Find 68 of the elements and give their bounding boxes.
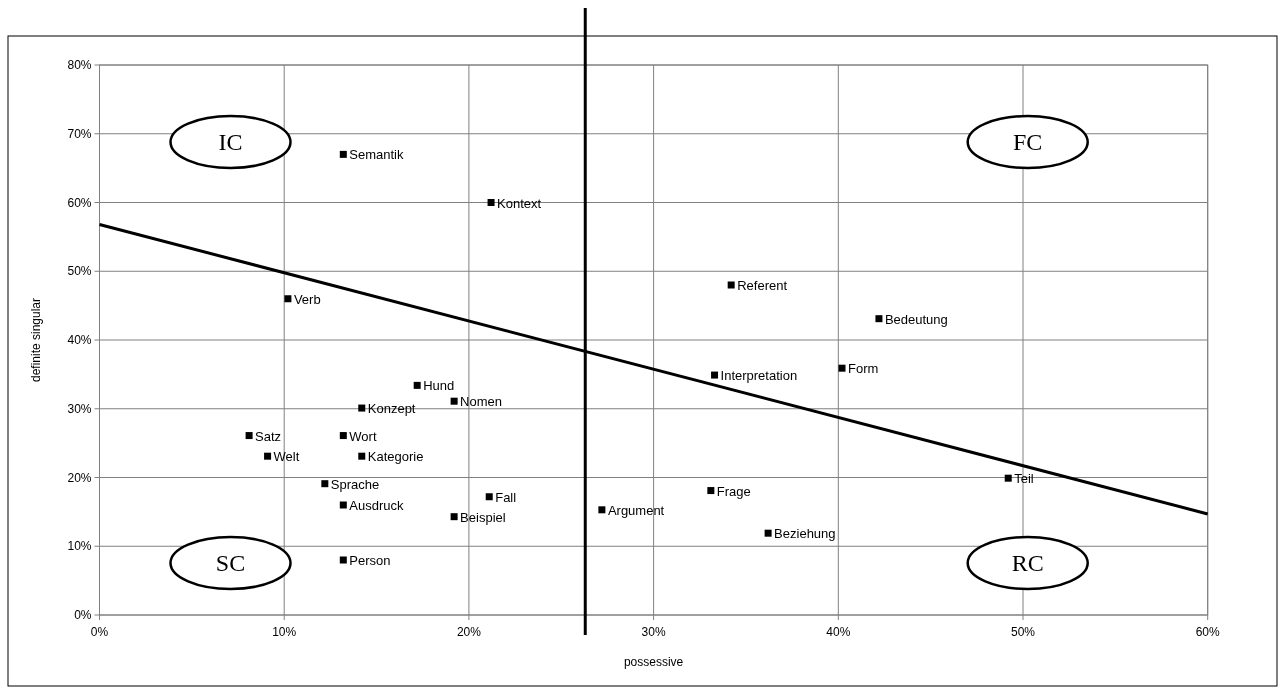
annotation: Hund	[423, 378, 455, 394]
annotation: Beispiel	[460, 509, 506, 525]
point	[598, 506, 606, 514]
annotation: RC	[1011, 550, 1044, 576]
x-tick-label: 10%	[272, 625, 297, 639]
annotation: Beziehung	[774, 526, 836, 542]
annotation: Wort	[349, 428, 377, 444]
annotation: FC	[1013, 129, 1043, 155]
point	[358, 404, 366, 412]
point	[358, 452, 366, 460]
point	[264, 452, 272, 460]
annotation: Sprache	[330, 476, 380, 492]
annotation: Kontext	[497, 195, 542, 211]
annotation: Bedeutung	[884, 311, 948, 327]
annotation: Interpretation	[720, 368, 798, 384]
x-tick-label: 40%	[826, 625, 851, 639]
annotation: Frage	[716, 483, 751, 499]
point	[284, 295, 292, 303]
y-tick-label: 80%	[67, 58, 92, 72]
y-tick-label: 10%	[67, 539, 92, 554]
y-tick-label: 50%	[67, 264, 92, 279]
x-axis-title: possessive	[623, 655, 684, 669]
point	[485, 493, 493, 501]
y-tick-label: 70%	[67, 126, 92, 141]
annotation: Teil	[1014, 471, 1034, 487]
point	[707, 487, 715, 495]
point	[487, 199, 495, 206]
x-tick-label: 30%	[641, 625, 666, 639]
point	[838, 364, 846, 372]
y-tick-label: 40%	[67, 333, 92, 347]
point	[339, 150, 347, 158]
point	[711, 371, 719, 379]
point	[245, 432, 253, 440]
annotation: Fall	[495, 489, 517, 505]
point	[764, 529, 772, 537]
annotation: SC	[215, 550, 246, 576]
annotation: Welt	[273, 449, 300, 465]
point	[1004, 474, 1012, 482]
point	[339, 556, 347, 564]
annotation: Konzept	[367, 401, 416, 417]
y-tick-label: 60%	[67, 195, 92, 210]
annotation: Argument	[607, 502, 665, 518]
annotation: Ausdruck	[349, 498, 404, 513]
point	[875, 315, 883, 323]
point	[413, 381, 421, 389]
y-tick-label: 20%	[67, 470, 92, 485]
annotation: IC	[218, 129, 243, 155]
annotation: Person	[349, 553, 391, 568]
annotation: Kategorie	[367, 449, 424, 465]
x-tick-label: 20%	[456, 625, 482, 639]
point	[727, 281, 735, 289]
y-tick-label: 0%	[74, 608, 92, 622]
annotation: Satz	[255, 428, 282, 444]
x-tick-label: 0%	[90, 625, 109, 639]
annotation: Semantik	[349, 147, 404, 163]
annotation: Verb	[293, 291, 321, 307]
point	[450, 397, 458, 405]
point	[450, 513, 458, 521]
point	[321, 480, 329, 488]
x-tick-label: 60%	[1195, 625, 1221, 639]
point	[339, 432, 347, 440]
point	[339, 501, 347, 509]
annotation: Referent	[737, 278, 788, 293]
annotation: Form	[847, 361, 879, 377]
annotation: Nomen	[460, 394, 503, 410]
y-tick-label: 30%	[67, 401, 92, 416]
x-tick-label: 50%	[1010, 625, 1036, 639]
y-axis-title: definite singular	[29, 297, 43, 383]
